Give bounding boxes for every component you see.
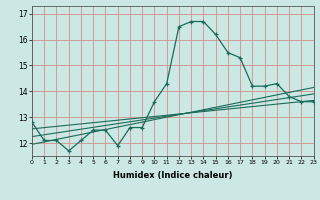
X-axis label: Humidex (Indice chaleur): Humidex (Indice chaleur) bbox=[113, 171, 233, 180]
